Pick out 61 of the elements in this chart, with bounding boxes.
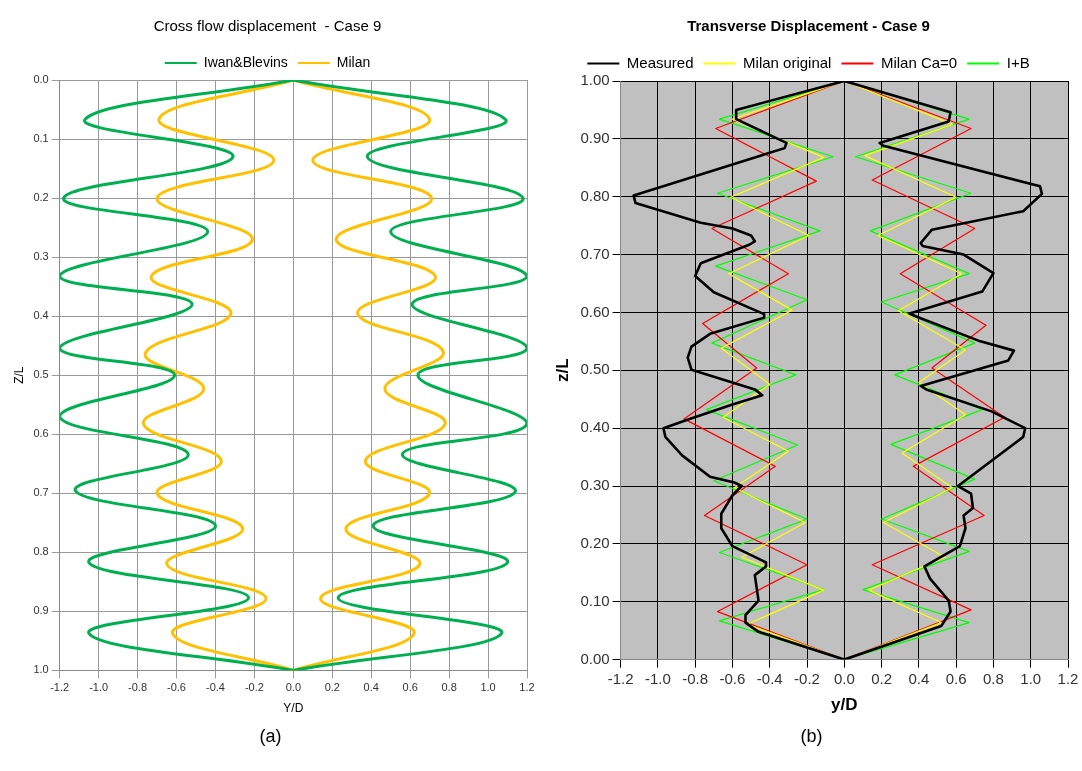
y-tick-label: 0.7 bbox=[33, 486, 49, 499]
y-tick-label: 0.50 bbox=[580, 360, 610, 378]
y-tick-label: 0.20 bbox=[580, 534, 610, 552]
chart-title: Cross flow displacement - Case 9 bbox=[153, 17, 382, 35]
x-axis-title: y/D bbox=[831, 695, 858, 715]
y-tick-label: 0.9 bbox=[33, 604, 49, 617]
y-tick-label: 0.00 bbox=[580, 649, 610, 667]
y-tick-label: 0.80 bbox=[580, 186, 610, 204]
y-tick-label: 0.0 bbox=[33, 73, 49, 86]
x-tick-label: 0.4 bbox=[908, 669, 930, 687]
x-tick-label: 0.6 bbox=[945, 669, 967, 687]
y-axis-title: Z/L bbox=[11, 366, 26, 384]
legend-label: Measured bbox=[626, 53, 694, 71]
x-tick-label: -1.2 bbox=[607, 669, 634, 687]
x-tick-label: 1.2 bbox=[1057, 669, 1079, 687]
x-tick-label: -1.0 bbox=[644, 669, 671, 687]
text: (b) bbox=[799, 726, 824, 747]
y-tick-label: 0.40 bbox=[580, 418, 610, 436]
y-tick-label: 0.1 bbox=[33, 132, 49, 145]
y-tick-label: 0.90 bbox=[580, 129, 610, 146]
x-tick-label: -0.2 bbox=[244, 681, 264, 694]
x-tick-label: 0.8 bbox=[983, 669, 1004, 687]
legend-label: I+B bbox=[1006, 53, 1030, 71]
x-tick-label: 0.8 bbox=[441, 681, 457, 694]
y-tick-label: 0.30 bbox=[580, 476, 610, 494]
legend-label: Milan original bbox=[743, 53, 832, 71]
x-tick-label: -0.8 bbox=[682, 669, 709, 687]
y-tick-label: 0.70 bbox=[580, 244, 610, 262]
x-tick-label: -1.2 bbox=[50, 681, 70, 694]
x-tick-label: -0.4 bbox=[205, 681, 225, 694]
x-tick-label: -1.0 bbox=[89, 681, 109, 694]
x-tick-label: -0.4 bbox=[756, 669, 783, 687]
y-tick-label: 0.2 bbox=[33, 191, 49, 204]
chart-title: Transverse Displacement - Case 9 bbox=[687, 17, 930, 35]
y-tick-label: 0.8 bbox=[33, 545, 49, 558]
x-axis-title: Y/D bbox=[283, 701, 304, 716]
x-tick-label: 1.0 bbox=[480, 681, 496, 694]
x-tick-label: 0.2 bbox=[871, 669, 893, 687]
y-tick-label: 0.10 bbox=[580, 591, 610, 609]
x-tick-label: -0.6 bbox=[167, 681, 186, 694]
y-tick-label: 1.00 bbox=[580, 71, 610, 89]
y-tick-label: 0.3 bbox=[33, 250, 49, 263]
y-tick-label: 0.60 bbox=[580, 302, 610, 320]
x-tick-label: 1.2 bbox=[519, 681, 535, 694]
text: (a) bbox=[258, 726, 283, 747]
legend-label: Iwan&Blevins bbox=[203, 53, 288, 70]
x-tick-label: 0.0 bbox=[285, 681, 301, 694]
x-tick-label: -0.8 bbox=[128, 681, 148, 694]
y-axis-title: z/L bbox=[552, 358, 572, 383]
x-tick-label: 0.4 bbox=[363, 681, 379, 694]
x-tick-label: 0.0 bbox=[833, 669, 855, 687]
legend-label: Milan Ca=0 bbox=[880, 53, 958, 71]
x-tick-label: -0.2 bbox=[794, 669, 820, 687]
y-tick-label: 0.5 bbox=[33, 368, 49, 381]
legend-label: Milan bbox=[336, 53, 371, 70]
x-tick-label: 0.6 bbox=[402, 681, 418, 694]
y-tick-label: 0.6 bbox=[33, 427, 49, 440]
x-tick-label: 0.2 bbox=[324, 681, 340, 694]
x-tick-label: -0.6 bbox=[719, 669, 746, 687]
x-tick-label: 1.0 bbox=[1020, 669, 1042, 687]
y-tick-label: 0.4 bbox=[33, 309, 49, 322]
